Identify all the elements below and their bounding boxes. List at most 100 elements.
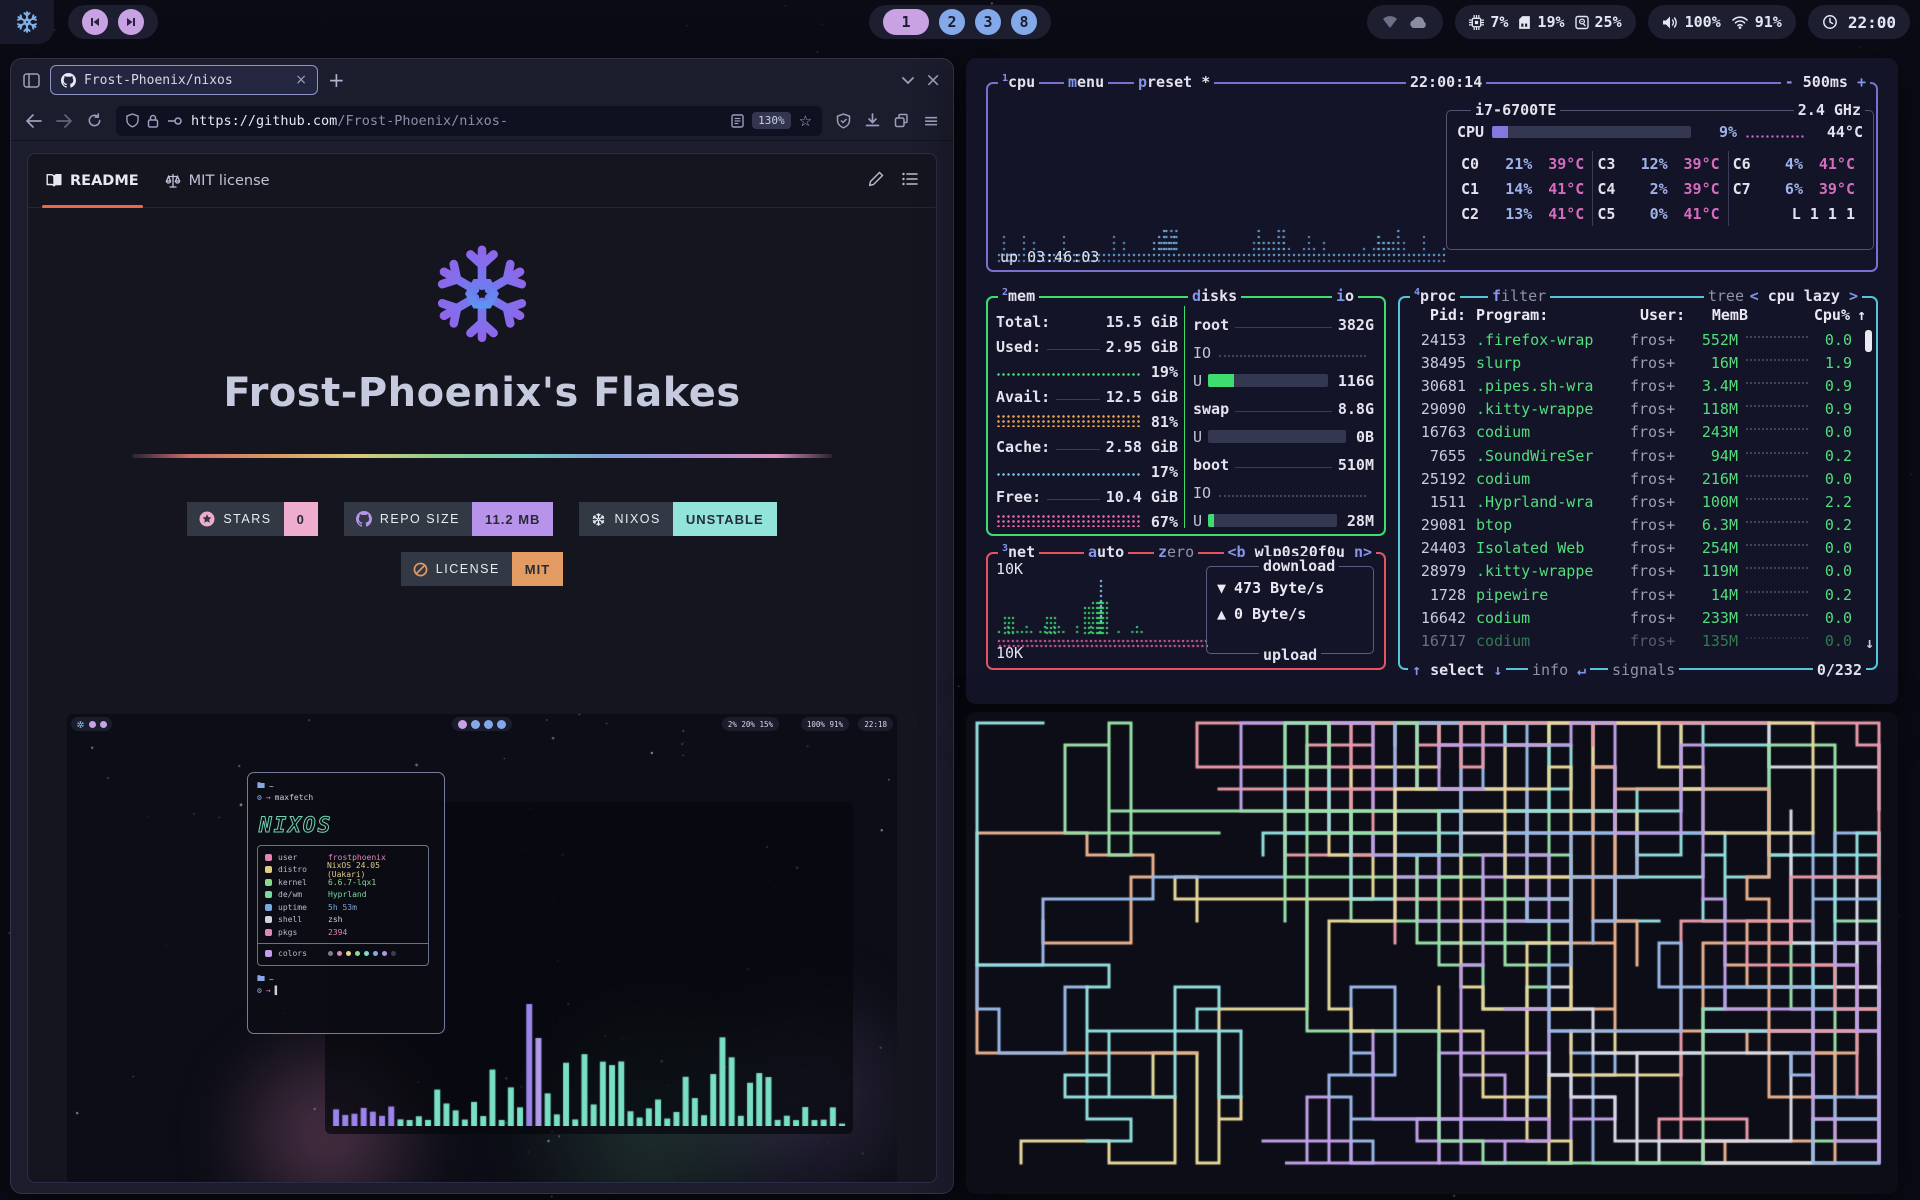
tab-list-chevron-icon[interactable]	[901, 76, 915, 85]
preset-button[interactable]: p reset *	[1134, 72, 1215, 92]
tab-mit-license[interactable]: MIT license	[165, 154, 270, 208]
net-auto-button[interactable]: a uto	[1084, 542, 1129, 562]
permissions-icon[interactable]	[167, 116, 183, 126]
proc-row[interactable]: 38495 slurp fros+ 16M 1.9	[1420, 353, 1852, 372]
proc-row[interactable]: 24403 Isolated Web fros+ 254M 0.0	[1420, 539, 1852, 558]
back-button[interactable]	[25, 113, 42, 128]
fetch-row-distro: distro NixOS 24.05 (Uakari)	[265, 861, 421, 879]
lock-icon[interactable]	[147, 114, 159, 128]
audio-network-widget[interactable]: 100% 91%	[1647, 5, 1796, 39]
proc-box-title[interactable]: 4 proc	[1410, 286, 1461, 306]
scales-icon	[165, 173, 181, 188]
clock-widget[interactable]: 22:00	[1807, 5, 1910, 39]
core-C0: C0 21% 39°C	[1461, 154, 1585, 173]
update-interval[interactable]: - 500ms +	[1780, 72, 1870, 92]
proc-row[interactable]: 29081 btop fros+ 6.3M 0.2	[1420, 516, 1852, 535]
badge-license[interactable]: LICENSE MIT	[400, 552, 564, 586]
media-next-button[interactable]	[118, 9, 144, 35]
proc-table-header[interactable]: Pid: Program: User: MemB Cpu% ↑	[1429, 306, 1866, 324]
sidebar-toggle-icon[interactable]	[23, 72, 40, 88]
window-close-button[interactable]: ×	[925, 68, 941, 91]
mem-usage-graph	[996, 414, 1141, 427]
net-box-title[interactable]: 3 net	[998, 542, 1040, 562]
fetch-value: 5h 53m	[328, 902, 357, 912]
fetch-icon	[265, 866, 272, 874]
skip-back-icon	[91, 18, 99, 26]
proc-select-hint[interactable]: ↑ select ↓	[1408, 660, 1507, 680]
core-C3: C3 12% 39°C	[1592, 151, 1727, 176]
outline-list-icon[interactable]	[902, 171, 918, 191]
url-text: https://github.com/Frost-Phoenix/nixos-	[191, 112, 508, 129]
disk-used-row: U 0B	[1193, 428, 1374, 446]
fetch-icon	[265, 916, 272, 924]
proc-row[interactable]: 16763 codium fros+ 243M 0.0	[1420, 423, 1852, 442]
proc-tree-button[interactable]: tree	[1703, 286, 1748, 306]
disk-io-row: IO	[1193, 334, 1374, 362]
bookmark-star-icon[interactable]: ☆	[798, 111, 813, 130]
media-prev-button[interactable]	[82, 9, 108, 35]
proc-row[interactable]: 28979 .kitty-wrappe fros+ 119M 0.0	[1420, 562, 1852, 581]
fetch-info-box: user frostphoenix distro NixOS 24.05 (Uakar…	[257, 845, 429, 966]
proc-row[interactable]: 1728 pipewire fros+ 14M 0.2	[1429, 585, 1852, 604]
mem-row-total: Total: 15.5 GiB	[996, 313, 1178, 331]
weather-widget[interactable]	[1367, 5, 1444, 39]
workspace-button-8[interactable]: 8	[1011, 9, 1037, 35]
workspace-button-1[interactable]: 1	[883, 9, 929, 35]
menu-button[interactable]: m enu	[1064, 72, 1109, 92]
forward-button[interactable]	[56, 113, 73, 128]
proc-row[interactable]: 1511 .Hyprland-wra fros+ 100M 2.2	[1429, 492, 1852, 511]
mem-usage-pct: 19%	[1150, 363, 1178, 381]
scroll-down-icon[interactable]: ↓	[1864, 634, 1874, 652]
downloads-icon[interactable]	[865, 112, 880, 129]
mem-usage-pct: 17%	[1150, 463, 1178, 481]
proc-scrollbar[interactable]	[1865, 330, 1872, 352]
navigation-toolbar: https://github.com/Frost-Phoenix/nixos- …	[11, 101, 953, 141]
proc-row[interactable]: 16642 codium fros+ 233M 0.0	[1420, 608, 1852, 627]
extensions-icon[interactable]	[894, 113, 909, 128]
badge-stars[interactable]: STARS 0	[187, 502, 318, 536]
proc-signals-hint[interactable]: signals	[1608, 660, 1680, 680]
disk-used-row: U 116G	[1193, 372, 1374, 390]
tab-readme[interactable]: README	[42, 154, 143, 208]
shield-icon[interactable]	[126, 113, 139, 128]
zoom-level-badge[interactable]: 130%	[752, 112, 791, 129]
nixos-menu-button[interactable]	[0, 0, 54, 44]
proc-row[interactable]: 24153 .firefox-wrap fros+ 552M 0.0	[1420, 330, 1852, 349]
color-dot	[355, 951, 360, 957]
volume-stat: 100%	[1662, 13, 1721, 31]
proc-sort-selector[interactable]: < cpu lazy >	[1745, 286, 1862, 306]
page-title: Frost-Phoenix's Flakes	[223, 369, 741, 416]
reader-mode-icon[interactable]	[731, 113, 744, 128]
proc-row[interactable]: 16717 codium fros+ 135M 0.0	[1420, 632, 1852, 651]
cpu-stat: 7%	[1469, 13, 1508, 31]
reload-button[interactable]	[87, 113, 102, 128]
proc-filter-button[interactable]: f ilter	[1488, 286, 1551, 306]
proc-info-hint[interactable]: info ↵	[1528, 660, 1591, 680]
workspace-button-3[interactable]: 3	[975, 9, 1001, 35]
proc-row[interactable]: 7655 .SoundWireSer fros+ 94M 0.2	[1429, 446, 1852, 465]
protections-icon[interactable]	[836, 112, 851, 129]
browser-tab[interactable]: Frost-Phoenix/nixos ×	[50, 65, 318, 95]
fetch-icon	[265, 928, 272, 936]
tab-close-button[interactable]: ×	[295, 72, 307, 88]
badge-nixos[interactable]: NIXOS UNSTABLE	[579, 502, 777, 536]
screenshot-logo	[71, 717, 112, 731]
hardware-stats[interactable]: 7% 19% 25%	[1455, 5, 1636, 39]
cpu-box-title[interactable]: 1 cpu	[998, 72, 1040, 92]
url-bar[interactable]: https://github.com/Frost-Phoenix/nixos- …	[116, 105, 823, 136]
disk-stat: 25%	[1574, 13, 1622, 31]
menu-hamburger-icon[interactable]: ≡	[923, 109, 939, 132]
proc-row[interactable]: 29090 .kitty-wrappe fros+ 118M 0.9	[1420, 400, 1852, 419]
net-zero-button[interactable]: z ero	[1154, 542, 1199, 562]
color-dot	[373, 951, 378, 957]
workspace-button-2[interactable]: 2	[939, 9, 965, 35]
new-tab-button[interactable]: +	[328, 68, 345, 92]
badge-repo-size[interactable]: REPO SIZE 11.2 MB	[343, 502, 554, 536]
disks-title[interactable]: d isks	[1188, 286, 1242, 306]
proc-row[interactable]: 25192 codium fros+ 216M 0.0	[1420, 469, 1852, 488]
proc-row[interactable]: 30681 .pipes.sh-wra fros+ 3.4M 0.9	[1420, 376, 1852, 395]
edit-pencil-icon[interactable]	[868, 171, 884, 191]
mem-box-title[interactable]: 2 mem	[998, 286, 1040, 306]
